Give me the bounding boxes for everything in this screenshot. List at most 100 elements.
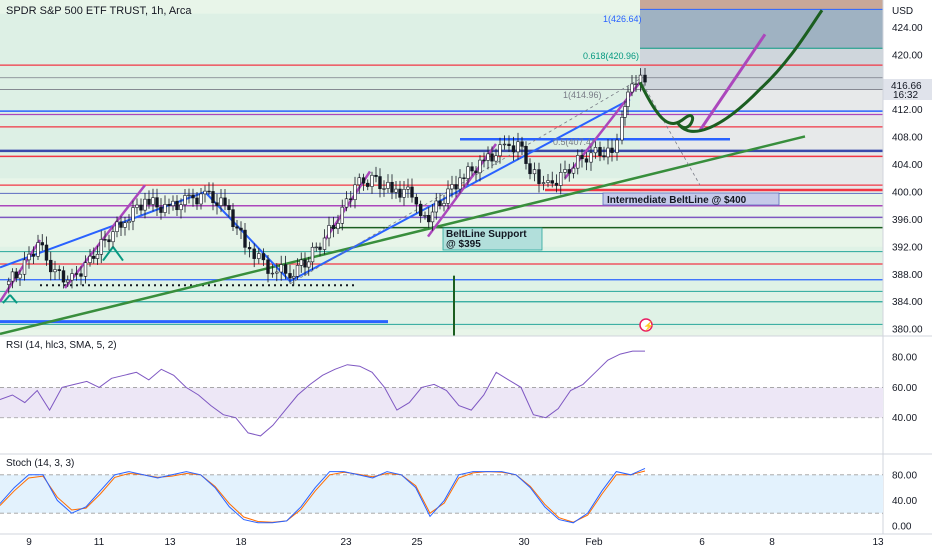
candle-body <box>486 153 490 161</box>
time-tick-label: 13 <box>164 537 176 548</box>
currency-label: USD <box>892 6 913 17</box>
candle-body <box>331 225 336 230</box>
candle-body <box>340 206 344 224</box>
price-tick-label: 380.00 <box>892 325 923 336</box>
candle-body <box>7 280 11 285</box>
candle-body <box>119 221 123 228</box>
candle-body <box>231 209 235 228</box>
candle-body <box>88 255 92 263</box>
candle-body <box>36 242 40 257</box>
fib-level-label: 1(426.64) <box>603 14 642 24</box>
candle-body <box>567 169 571 174</box>
candle-body <box>155 197 159 208</box>
candle-body <box>532 169 537 175</box>
time-axis[interactable]: 9 11 13 18 23 25 30 Feb 6 8 13 <box>26 537 884 548</box>
candle-body <box>430 211 435 223</box>
stoch-tick-label: 0.00 <box>892 522 912 533</box>
candle-body <box>442 203 446 206</box>
candle-body <box>402 188 406 198</box>
candle-body <box>598 147 602 156</box>
candle-body <box>123 222 127 228</box>
candle-body <box>115 221 119 232</box>
candle-body <box>49 259 53 273</box>
candle-body <box>18 273 22 279</box>
last-price-tag: 416.66 16:32 <box>883 79 932 101</box>
candle-body <box>550 180 554 184</box>
candle-body <box>410 186 414 198</box>
candle-body <box>53 269 57 273</box>
fib-connector <box>639 78 701 186</box>
beltline-support-annotation[interactable]: BeltLine Support @ $395 <box>442 227 543 251</box>
fib-zone-low <box>640 89 883 192</box>
candle-body <box>390 181 394 193</box>
time-tick-label: 18 <box>235 537 247 548</box>
time-tick-label: 11 <box>94 537 105 548</box>
candle-body <box>378 176 382 190</box>
candle-body <box>257 253 261 259</box>
candle-body <box>386 181 390 189</box>
candle-body <box>370 174 374 187</box>
candle-body <box>139 204 143 211</box>
price-axis[interactable]: 424.00420.00416.00412.00408.00404.00400.… <box>892 23 923 336</box>
candle-body <box>183 195 187 206</box>
candle-body <box>247 247 252 250</box>
time-tick-label: 9 <box>26 537 32 548</box>
candle-body <box>580 155 584 160</box>
candle-body <box>502 143 507 146</box>
candle-body <box>83 262 88 277</box>
candle-body <box>199 193 203 205</box>
candle-body <box>511 145 516 153</box>
candle-body <box>70 273 74 281</box>
candle-body <box>92 255 96 259</box>
fib-zone-mid <box>640 48 883 90</box>
candle-body <box>571 167 576 174</box>
svg-text:⚡: ⚡ <box>643 320 654 332</box>
candle-body <box>252 248 256 259</box>
rsi-band <box>0 387 883 418</box>
candle-body <box>623 106 627 118</box>
stoch-tick-label: 80.00 <box>892 470 917 481</box>
candle-body <box>563 169 567 173</box>
rsi-pane[interactable]: 80.00 60.00 40.00 <box>0 350 917 437</box>
candle-body <box>318 246 322 250</box>
candle-body <box>266 259 270 274</box>
candle-body <box>303 259 307 268</box>
candle-body <box>361 177 366 184</box>
candle-body <box>602 155 606 158</box>
candle-body <box>630 83 634 93</box>
candle-body <box>211 191 215 204</box>
fib-zone-top <box>640 0 883 10</box>
candle-body <box>516 141 520 153</box>
candle-body <box>414 196 419 205</box>
candle-body <box>227 205 231 210</box>
price-tick-label: 404.00 <box>892 160 923 171</box>
earnings-event-icon[interactable]: ⚡ <box>639 318 654 332</box>
candle-body <box>215 202 219 206</box>
fib-level-label: 1(414.96) <box>563 90 602 100</box>
candle-body <box>482 159 486 162</box>
candle-body <box>163 203 167 213</box>
stoch-pane[interactable]: 80.00 40.00 0.00 <box>0 467 917 533</box>
price-tick-label: 420.00 <box>892 50 923 61</box>
price-tick-label: 400.00 <box>892 188 923 199</box>
background-layer <box>0 0 883 336</box>
price-tick-label: 424.00 <box>892 23 923 34</box>
candle-body <box>398 188 402 198</box>
candle-body <box>357 177 361 186</box>
candle-body <box>95 254 100 259</box>
candle-body <box>171 200 175 206</box>
candle-body <box>288 273 292 279</box>
intermediate-beltline-annotation[interactable]: Intermediate BeltLine @ $400 <box>602 192 780 206</box>
time-tick-label: 13 <box>872 537 884 548</box>
fib-level-label: 0.5(407.4) <box>553 137 594 147</box>
candle-body <box>427 215 431 223</box>
beltline-support-line2: @ $395 <box>446 239 481 250</box>
candle-body <box>283 264 288 274</box>
candle-body <box>406 186 410 190</box>
candle-body <box>99 239 103 255</box>
blue-channel-down <box>204 191 291 282</box>
candle-body <box>27 253 31 261</box>
candle-body <box>179 204 183 211</box>
candle-body <box>584 158 589 163</box>
